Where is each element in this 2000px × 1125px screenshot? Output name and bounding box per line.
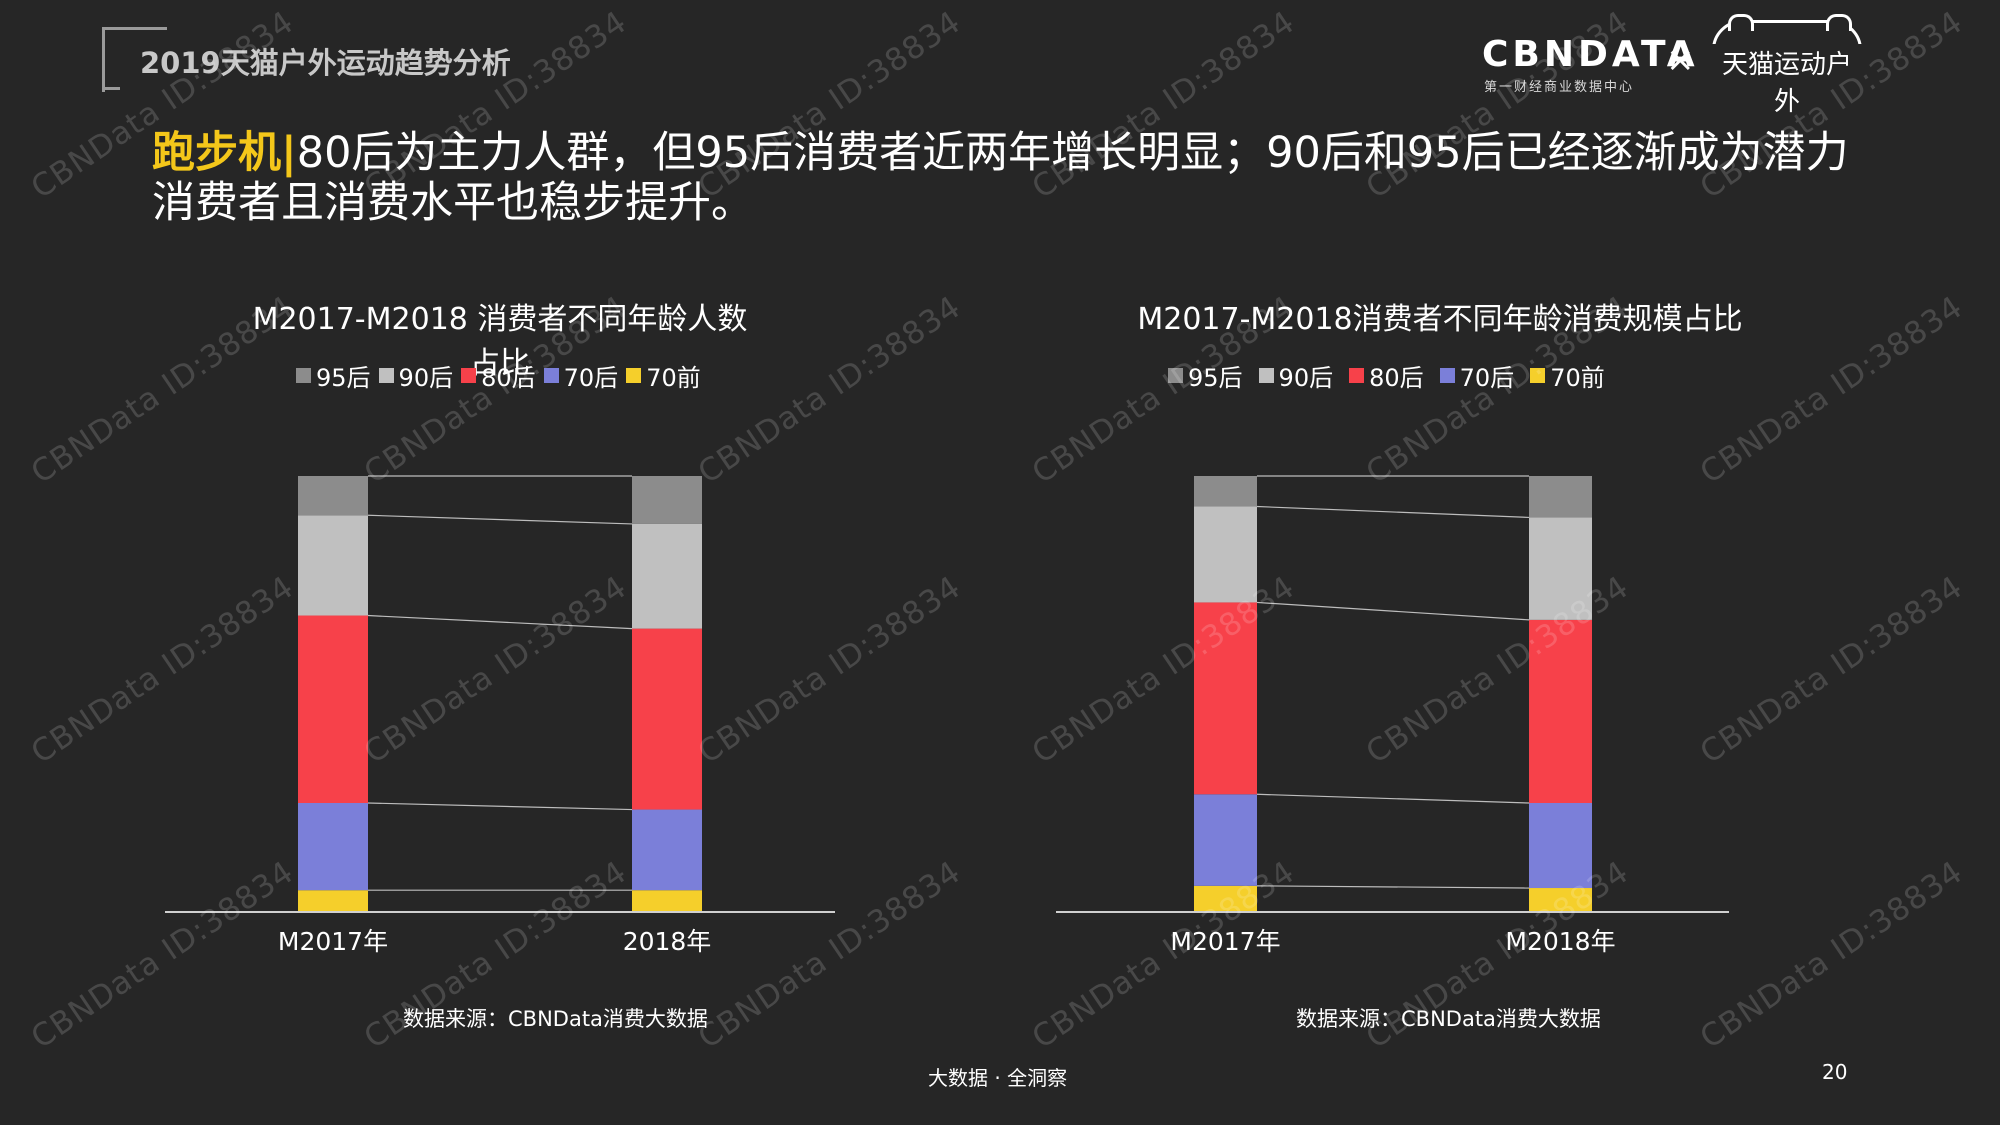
- legend-swatch: [296, 368, 311, 383]
- headline-highlight: 跑步机|: [152, 128, 297, 178]
- cbndata-logo-subtitle: 第一财经商业数据中心: [1484, 80, 1635, 95]
- bar-segment: [298, 476, 368, 516]
- legend-item-80: 80后: [461, 358, 536, 393]
- legend-swatch: [378, 368, 394, 383]
- legend-swatch: [461, 368, 477, 383]
- legend-item-pre70: 70前: [1530, 358, 1605, 393]
- chart1-plot: M2017年 2018年: [165, 475, 835, 956]
- bar-segment: [1529, 888, 1592, 912]
- bar-segment: [1529, 619, 1592, 803]
- tmall-sports-logo: 天猫运动户外: [1712, 44, 1862, 118]
- bar-segment: [1529, 803, 1592, 889]
- legend-label: 70后: [1459, 364, 1515, 392]
- legend-label: 70后: [563, 364, 619, 392]
- chart1-source: 数据来源：CBNData消费大数据: [403, 1007, 708, 1031]
- x-tick-label: 2018年: [623, 927, 712, 956]
- legend-swatch: [543, 368, 559, 383]
- legend-swatch: [626, 368, 642, 383]
- footer-tagline: 大数据 · 全洞察: [928, 1066, 1068, 1090]
- bar-segment: [632, 628, 702, 810]
- page-number: 20: [1822, 1060, 1848, 1084]
- series-connector-line: [367, 614, 633, 630]
- legend-label: 70前: [1550, 364, 1605, 392]
- legend-label: 70前: [646, 364, 701, 392]
- x-tick-label: M2017年: [1170, 927, 1280, 956]
- legend-label: 80后: [1369, 364, 1424, 392]
- chart2-source: 数据来源：CBNData消费大数据: [1296, 1007, 1601, 1031]
- legend-swatch: [1530, 368, 1546, 383]
- legend-swatch: [1258, 368, 1274, 383]
- bar-segment: [1194, 602, 1257, 795]
- legend-swatch: [1168, 368, 1183, 383]
- series-connector-line: [1256, 601, 1530, 621]
- series-connector-line: [1256, 793, 1530, 804]
- bar-segment: [632, 809, 702, 891]
- bar-segment: [1529, 476, 1592, 518]
- series-connector-line: [367, 514, 633, 525]
- legend-item-90: 90后: [1258, 358, 1334, 393]
- slide-headline: 跑步机|80后为主力人群，但95后消费者近两年增长明显；90后和95后已经逐渐成…: [152, 128, 1852, 228]
- report-title: 2019天猫户外运动趋势分析: [140, 46, 511, 80]
- legend-swatch: [1439, 368, 1455, 383]
- tmall-ear-left: [1728, 14, 1754, 31]
- legend-label: 90后: [398, 364, 454, 392]
- chart2-legend: 95后 90后 80后 70后 70前: [1168, 358, 1605, 393]
- bar-segment: [298, 515, 368, 616]
- legend-label: 80后: [481, 364, 536, 392]
- bar-segment: [1194, 506, 1257, 603]
- cbndata-logo: CBNDATA: [1482, 34, 1699, 75]
- cross-icon: ×: [1666, 40, 1695, 80]
- legend-item-70: 70后: [1439, 358, 1515, 393]
- bar-segment: [1194, 476, 1257, 507]
- x-tick-label: M2018年: [1505, 927, 1615, 956]
- legend-label: 90后: [1278, 364, 1334, 392]
- legend-label: 95后: [1188, 364, 1243, 392]
- series-connector-line: [1256, 885, 1530, 889]
- bar-segment: [632, 523, 702, 629]
- bar-segment: [298, 890, 368, 912]
- x-tick-label: M2017年: [278, 927, 388, 956]
- header-bracket-decoration: [102, 27, 167, 92]
- legend-item-70: 70后: [543, 358, 619, 393]
- bar-segment: [1194, 794, 1257, 886]
- series-connector-line: [1256, 505, 1530, 519]
- bar-segment: [1194, 885, 1257, 912]
- chart1-title: M2017-M2018 消费者不同年龄人数占比: [252, 302, 748, 381]
- chart2-title: M2017-M2018消费者不同年龄消费规模占比: [1137, 302, 1743, 337]
- chart2-plot: M2017年 M2018年: [1056, 475, 1729, 956]
- headline-text: 80后为主力人群，但95后消费者近两年增长明显；90后和95后已经逐渐成为潜力消…: [152, 128, 1849, 228]
- chart1-legend: 95后 90后 80后 70后 70前: [296, 358, 701, 393]
- bar-segment: [298, 615, 368, 803]
- legend-item-80: 80后: [1349, 358, 1424, 393]
- bar-segment: [1529, 517, 1592, 620]
- legend-label: 95后: [316, 364, 371, 392]
- legend-item-pre70: 70前: [626, 358, 701, 393]
- bar-segment: [298, 803, 368, 891]
- legend-swatch: [1349, 368, 1365, 383]
- legend-item-90: 90后: [378, 358, 454, 393]
- bar-segment: [632, 476, 702, 524]
- legend-item-95: 95后: [1168, 358, 1243, 393]
- legend-item-95: 95后: [296, 358, 371, 393]
- header-bracket-foot: [102, 87, 120, 90]
- tmall-ear-right: [1826, 14, 1852, 31]
- bar-segment: [632, 890, 702, 912]
- series-connector-line: [367, 802, 633, 811]
